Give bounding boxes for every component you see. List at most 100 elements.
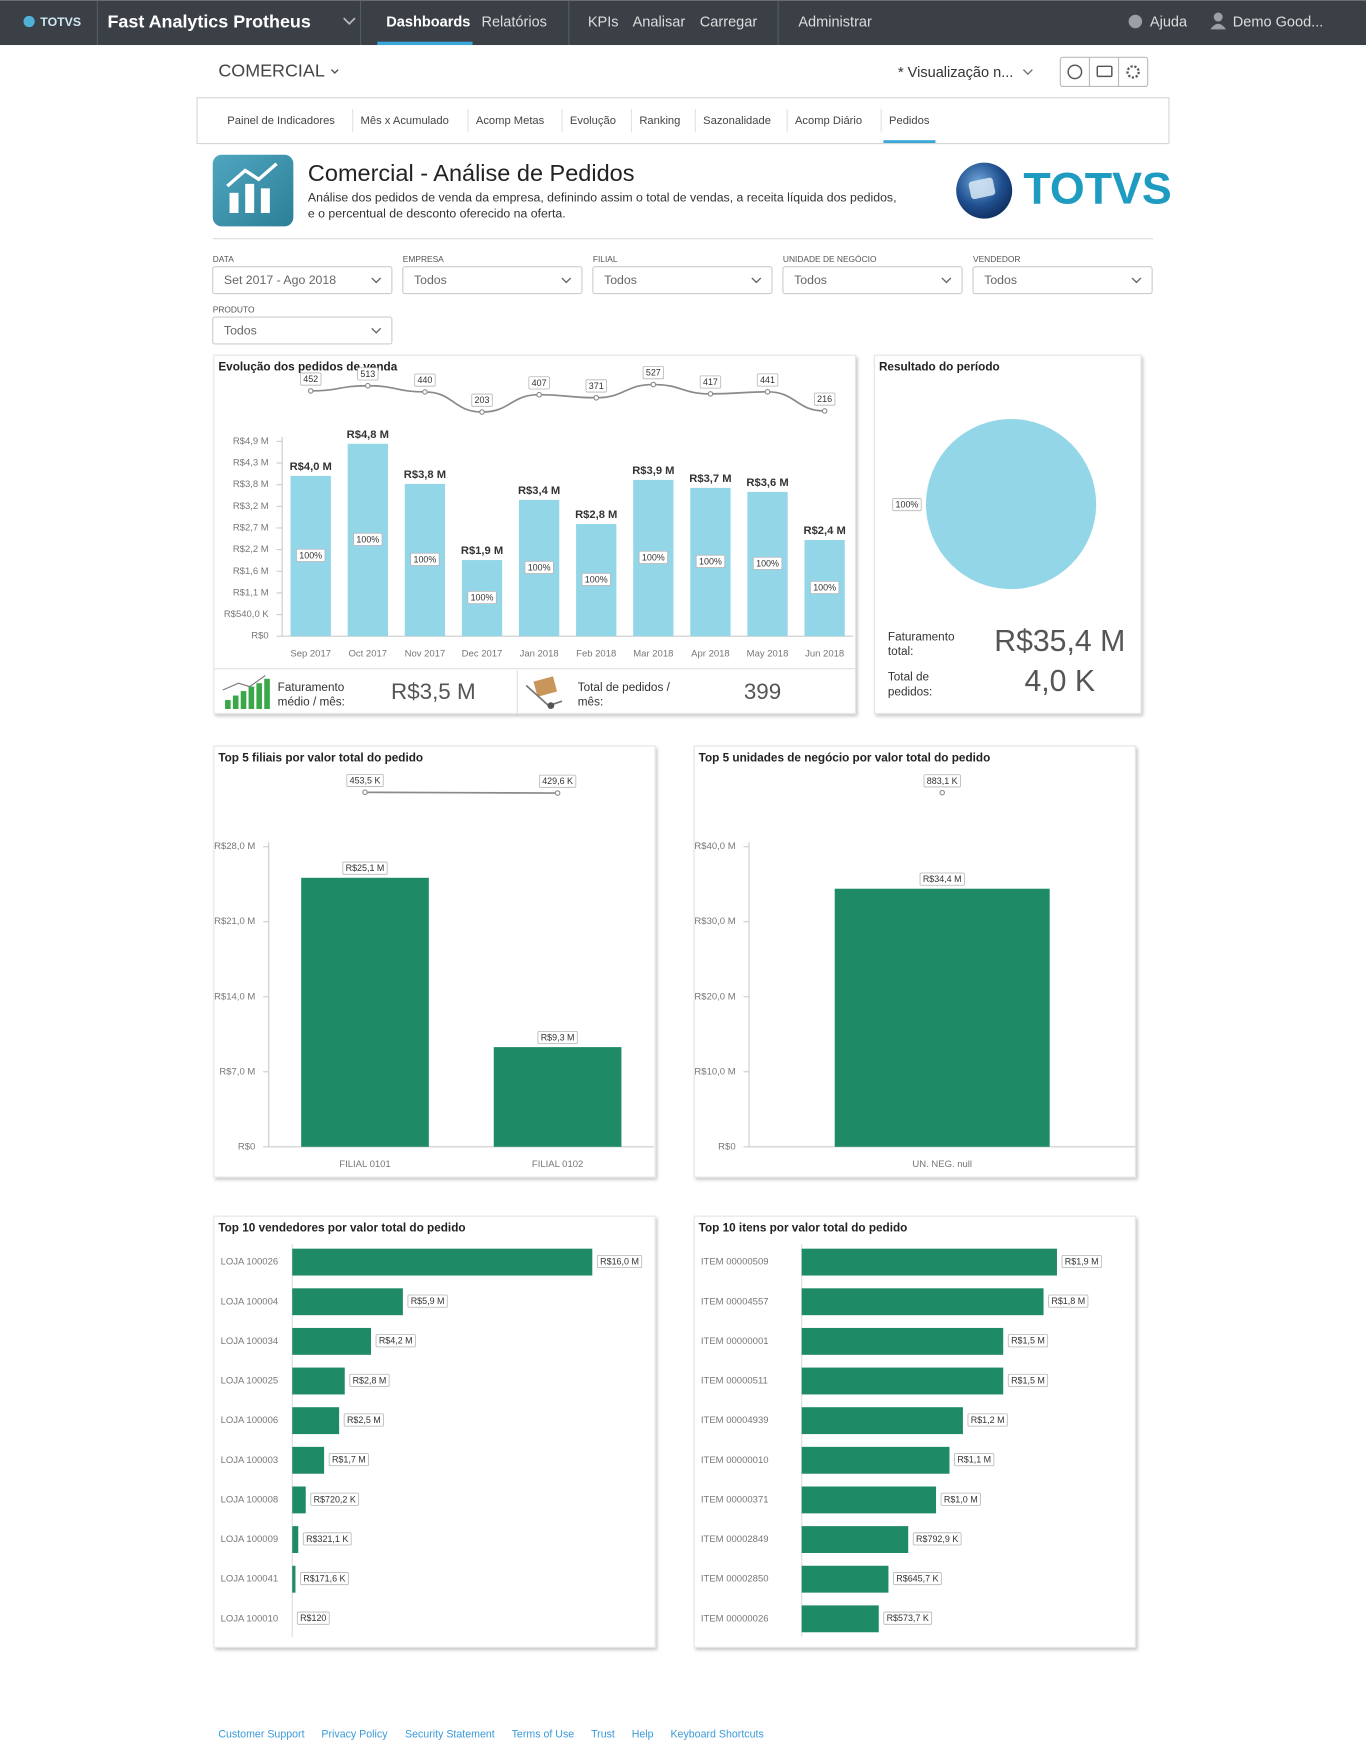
bar-inner-label-box bbox=[296, 548, 326, 562]
pie-label-box bbox=[892, 498, 922, 512]
line-value-label: 883,1 K bbox=[927, 776, 958, 786]
kpi-label: Faturamento bbox=[888, 630, 955, 643]
tab[interactable]: Acomp Metas bbox=[476, 115, 545, 127]
footer-link[interactable]: Terms of Use bbox=[512, 1728, 575, 1740]
footer-link[interactable]: Privacy Policy bbox=[321, 1728, 388, 1740]
x-tick-label: Oct 2017 bbox=[349, 649, 388, 660]
filter-value[interactable]: Set 2017 - Ago 2018 bbox=[224, 273, 336, 287]
dashboard-title[interactable]: COMERCIAL bbox=[218, 61, 324, 81]
bar-inner-label-box bbox=[581, 572, 611, 586]
filter-value[interactable]: Todos bbox=[984, 273, 1017, 287]
y-category-label: LOJA 100008 bbox=[221, 1494, 279, 1505]
y-tick-label: R$2,2 M bbox=[233, 544, 269, 555]
nav-item[interactable]: Relatórios bbox=[481, 14, 547, 30]
filter-chevron[interactable] bbox=[371, 327, 382, 334]
line-value-label: 441 bbox=[760, 375, 775, 385]
settings-button[interactable] bbox=[1126, 65, 1140, 79]
tab[interactable]: Acomp Diário bbox=[795, 115, 862, 127]
y-category-label: LOJA 100026 bbox=[221, 1257, 279, 1268]
bar bbox=[292, 1327, 372, 1355]
bar-value-label-box bbox=[883, 1611, 933, 1625]
dashboard-icon-bar bbox=[229, 192, 239, 213]
filter-value[interactable]: Todos bbox=[414, 273, 447, 287]
y-category-label: ITEM 00000026 bbox=[701, 1613, 769, 1624]
footer-link[interactable]: Security Statement bbox=[405, 1728, 495, 1740]
tab[interactable]: Pedidos bbox=[889, 115, 930, 127]
bar bbox=[301, 877, 429, 1147]
line-value-label: 452 bbox=[303, 374, 318, 384]
bar-inner-label: 100% bbox=[756, 558, 779, 568]
footer-link[interactable]: Trust bbox=[591, 1728, 615, 1740]
tab[interactable]: Mês x Acumulado bbox=[361, 115, 449, 127]
user-icon-body[interactable] bbox=[1210, 23, 1227, 30]
line-point bbox=[707, 391, 714, 397]
kpi-icon-box bbox=[533, 676, 558, 697]
filter-label: VENDEDOR bbox=[973, 254, 1020, 264]
filter-dropdown[interactable] bbox=[402, 266, 583, 295]
line-point bbox=[650, 381, 657, 388]
filter-chevron[interactable] bbox=[561, 277, 572, 284]
kpi-value: 4,0 K bbox=[1024, 665, 1095, 698]
filter-value[interactable]: Todos bbox=[224, 323, 257, 337]
footer-link[interactable]: Keyboard Shortcuts bbox=[670, 1728, 763, 1740]
tab[interactable]: Sazonalidade bbox=[703, 115, 771, 127]
nav-item[interactable]: KPIs bbox=[588, 14, 619, 30]
nav-item[interactable]: Dashboards bbox=[386, 14, 470, 30]
filter-dropdown[interactable] bbox=[212, 316, 393, 345]
nav-item[interactable]: Administrar bbox=[798, 14, 872, 30]
line-value-label: 513 bbox=[360, 369, 375, 379]
app-name[interactable]: Fast Analytics Protheus bbox=[107, 11, 310, 31]
help-icon[interactable] bbox=[1128, 14, 1143, 29]
dashboard-icon-bar bbox=[260, 188, 270, 213]
filter-value[interactable]: Todos bbox=[604, 273, 637, 287]
help-link[interactable]: Ajuda bbox=[1150, 14, 1188, 30]
bar-value-label-box bbox=[343, 1413, 384, 1427]
chart-panel: Top 10 itens por valor total do pedido IT… bbox=[693, 1215, 1136, 1648]
chart-title: Top 5 unidades de negócio por valor tota… bbox=[699, 751, 991, 764]
bar-value-label-box bbox=[302, 1532, 352, 1546]
filter-dropdown[interactable] bbox=[782, 266, 963, 295]
line-value-label-box bbox=[471, 393, 493, 407]
bar-inner-label: 100% bbox=[356, 534, 379, 544]
y-category-label: LOJA 100025 bbox=[221, 1376, 279, 1387]
bar-value-label: R$720,2 K bbox=[314, 1494, 356, 1504]
bar-value-label: R$321,1 K bbox=[306, 1534, 348, 1544]
line-value-label-box bbox=[538, 774, 577, 788]
y-category-label: LOJA 100006 bbox=[221, 1415, 279, 1426]
nav-item[interactable]: Carregar bbox=[700, 14, 758, 30]
filter-chevron[interactable] bbox=[751, 277, 762, 284]
kpi-label: Faturamento bbox=[278, 681, 345, 694]
bar-value-label-box bbox=[954, 1453, 995, 1467]
view-chevron[interactable] bbox=[1022, 69, 1033, 76]
user-menu[interactable]: Demo Good... bbox=[1233, 14, 1324, 30]
chart-panel: Evolução dos pedidos de venda R$0 R$540,0 … bbox=[213, 354, 856, 715]
bar-value-label: R$34,4 M bbox=[923, 874, 962, 884]
app-chevron[interactable] bbox=[343, 17, 356, 25]
panel bbox=[213, 1215, 656, 1648]
y-category-label: ITEM 00004939 bbox=[701, 1415, 769, 1426]
tab[interactable]: Evolução bbox=[570, 115, 616, 127]
filter-dropdown[interactable] bbox=[592, 266, 773, 295]
filter-chevron[interactable] bbox=[371, 277, 382, 284]
chart-title: Evolução dos pedidos de venda bbox=[218, 361, 397, 374]
user-icon[interactable] bbox=[1213, 12, 1223, 22]
line-value-label: 216 bbox=[817, 394, 832, 404]
print-button[interactable] bbox=[1096, 65, 1113, 78]
bar-value-label-box bbox=[912, 1532, 962, 1546]
filter-dropdown[interactable] bbox=[972, 266, 1153, 295]
filter-chevron[interactable] bbox=[1131, 277, 1142, 284]
footer-link[interactable]: Help bbox=[632, 1728, 654, 1740]
view-selector[interactable]: * Visualização n... bbox=[898, 65, 1013, 81]
footer-link[interactable]: Customer Support bbox=[218, 1728, 304, 1740]
schedule-button[interactable] bbox=[1067, 64, 1083, 80]
kpi-label: Total de bbox=[888, 671, 930, 684]
tab[interactable]: Painel de Indicadores bbox=[227, 115, 335, 127]
tab[interactable]: Ranking bbox=[639, 115, 680, 127]
filter-chevron[interactable] bbox=[941, 277, 952, 284]
title-chevron[interactable] bbox=[330, 69, 339, 75]
line-point bbox=[764, 389, 771, 395]
filter-dropdown[interactable] bbox=[212, 266, 393, 295]
filter-value[interactable]: Todos bbox=[794, 273, 827, 287]
nav-item[interactable]: Analisar bbox=[633, 14, 686, 30]
bar-value-label-box bbox=[967, 1413, 1008, 1427]
